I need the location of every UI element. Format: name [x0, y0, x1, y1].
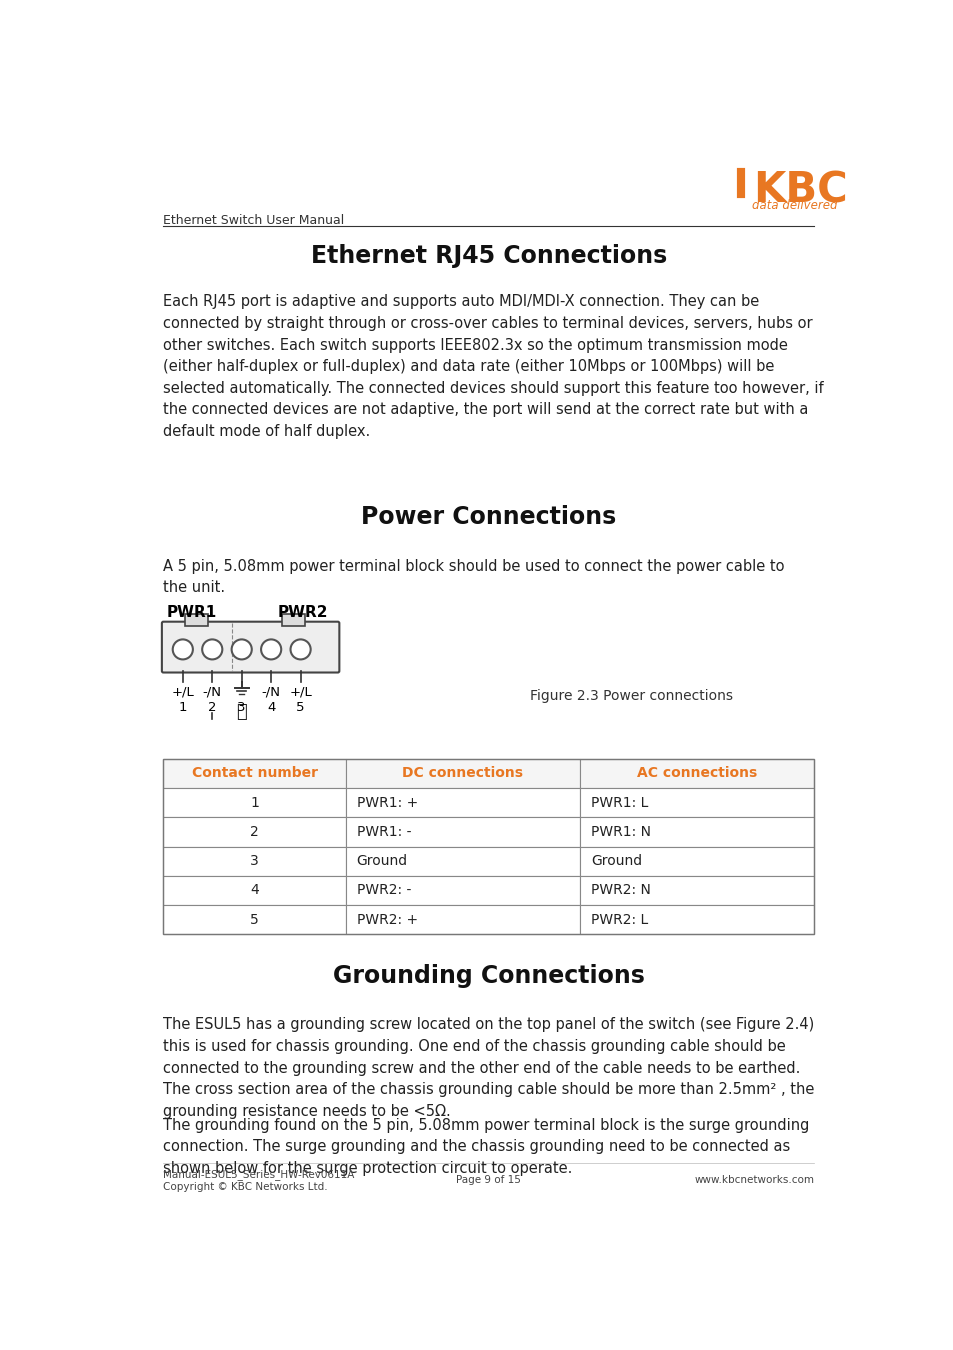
- Text: Ethernet Switch User Manual: Ethernet Switch User Manual: [163, 215, 344, 227]
- Bar: [163, 846, 345, 876]
- Bar: [345, 846, 579, 876]
- Bar: [345, 904, 579, 934]
- Text: data delivered: data delivered: [751, 198, 837, 212]
- Bar: [163, 759, 345, 788]
- Bar: [163, 817, 345, 846]
- Bar: [282, 614, 305, 625]
- FancyBboxPatch shape: [162, 622, 339, 672]
- Text: 5: 5: [296, 701, 305, 714]
- Circle shape: [261, 640, 281, 659]
- Circle shape: [202, 640, 222, 659]
- Text: 3: 3: [237, 701, 246, 714]
- Text: PWR1: N: PWR1: N: [590, 825, 650, 838]
- Bar: [163, 759, 814, 934]
- Text: The grounding found on the 5 pin, 5.08mm power terminal block is the surge groun: The grounding found on the 5 pin, 5.08mm…: [163, 1118, 809, 1176]
- Text: The ESUL5 has a grounding screw located on the top panel of the switch (see Figu: The ESUL5 has a grounding screw located …: [163, 1018, 814, 1119]
- Text: 2: 2: [250, 825, 258, 838]
- Text: 5: 5: [250, 913, 258, 926]
- Bar: [345, 788, 579, 817]
- Bar: [163, 876, 345, 904]
- Text: PWR1: -: PWR1: -: [356, 825, 411, 838]
- Text: Ground: Ground: [356, 855, 407, 868]
- Text: AC connections: AC connections: [637, 767, 757, 780]
- Bar: [579, 759, 814, 788]
- Text: PWR2: N: PWR2: N: [590, 883, 650, 898]
- Text: Each RJ45 port is adaptive and supports auto MDI/MDI-X connection. They can be
c: Each RJ45 port is adaptive and supports …: [163, 294, 823, 439]
- Text: Copyright © KBC Networks Ltd.: Copyright © KBC Networks Ltd.: [163, 1183, 328, 1192]
- Bar: [579, 904, 814, 934]
- Text: Power Connections: Power Connections: [361, 505, 616, 529]
- Text: Page 9 of 15: Page 9 of 15: [456, 1176, 521, 1185]
- Text: PWR1: L: PWR1: L: [590, 795, 648, 810]
- Text: Grounding Connections: Grounding Connections: [333, 964, 644, 988]
- Bar: [185, 614, 208, 625]
- Text: KBC: KBC: [753, 170, 847, 212]
- Bar: [579, 817, 814, 846]
- Text: 4: 4: [250, 883, 258, 898]
- Text: ⏚: ⏚: [236, 702, 247, 721]
- Text: www.kbcnetworks.com: www.kbcnetworks.com: [694, 1176, 814, 1185]
- Text: PWR1: PWR1: [167, 605, 216, 620]
- Text: 1: 1: [250, 795, 258, 810]
- Text: PWR2: -: PWR2: -: [356, 883, 411, 898]
- Text: Figure 2.3 Power connections: Figure 2.3 Power connections: [530, 690, 732, 703]
- Text: +/L: +/L: [289, 686, 312, 698]
- Text: DC connections: DC connections: [402, 767, 523, 780]
- Bar: [163, 904, 345, 934]
- Circle shape: [291, 640, 311, 659]
- Bar: [345, 817, 579, 846]
- Text: 2: 2: [208, 701, 216, 714]
- Circle shape: [172, 640, 193, 659]
- Text: 4: 4: [267, 701, 275, 714]
- Bar: [345, 759, 579, 788]
- Text: +/L: +/L: [172, 686, 194, 698]
- Text: Manual-ESUL5_Series_HW-Rev0611A: Manual-ESUL5_Series_HW-Rev0611A: [163, 1169, 355, 1180]
- Text: Contact number: Contact number: [192, 767, 317, 780]
- Text: PWR2: L: PWR2: L: [590, 913, 647, 926]
- Bar: [579, 876, 814, 904]
- Bar: [579, 846, 814, 876]
- Bar: [345, 876, 579, 904]
- Bar: [579, 788, 814, 817]
- Text: PWR2: +: PWR2: +: [356, 913, 417, 926]
- Text: 1: 1: [178, 701, 187, 714]
- Text: PWR1: +: PWR1: +: [356, 795, 417, 810]
- Text: A 5 pin, 5.08mm power terminal block should be used to connect the power cable t: A 5 pin, 5.08mm power terminal block sho…: [163, 559, 784, 595]
- Bar: [163, 788, 345, 817]
- Circle shape: [232, 640, 252, 659]
- Text: Ethernet RJ45 Connections: Ethernet RJ45 Connections: [311, 243, 666, 267]
- Text: PWR2: PWR2: [278, 605, 328, 620]
- Text: -/N: -/N: [261, 686, 280, 698]
- Text: -/N: -/N: [203, 686, 221, 698]
- Text: Ground: Ground: [590, 855, 641, 868]
- Text: 3: 3: [250, 855, 258, 868]
